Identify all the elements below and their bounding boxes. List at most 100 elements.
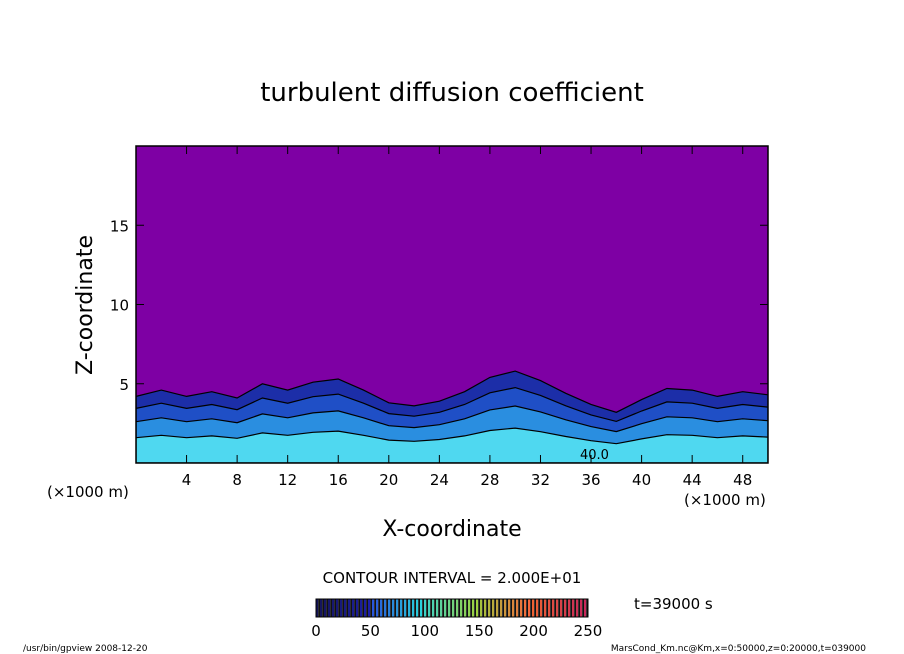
- y-tick-label: 10: [110, 297, 129, 315]
- z-unit-label: (×1000 m): [47, 483, 129, 501]
- colorbar-gap: [482, 599, 484, 617]
- colorbar-stripe: [420, 599, 423, 617]
- colorbar-gap: [426, 599, 428, 617]
- colorbar-stripe: [416, 599, 419, 617]
- colorbar-stripe: [352, 599, 355, 617]
- colorbar-gap: [534, 599, 536, 617]
- colorbar-stripe: [384, 599, 387, 617]
- colorbar-gap: [538, 599, 540, 617]
- colorbar-stripe: [540, 599, 543, 617]
- colorbar-stripe: [340, 599, 343, 617]
- colorbar-tick-label: 0: [311, 622, 321, 640]
- colorbar-gap: [466, 599, 468, 617]
- colorbar-gap: [402, 599, 404, 617]
- colorbar-gap: [546, 599, 548, 617]
- colorbar-gap: [418, 599, 420, 617]
- colorbar-gap: [366, 599, 368, 617]
- x-tick-label: 32: [531, 471, 550, 489]
- colorbar-stripe: [492, 599, 495, 617]
- colorbar: 0 50 100 150 200 250: [311, 598, 603, 640]
- colorbar-stripe: [472, 599, 475, 617]
- turbulence-field: [136, 370, 768, 463]
- colorbar-gap: [458, 599, 460, 617]
- colorbar-stripe: [512, 599, 515, 617]
- colorbar-tick-label: 50: [361, 622, 380, 640]
- colorbar-gap: [430, 599, 432, 617]
- colorbar-gap: [318, 599, 320, 617]
- colorbar-stripe: [332, 599, 335, 617]
- colorbar-gap: [450, 599, 452, 617]
- colorbar-gap: [506, 599, 508, 617]
- colorbar-gap: [554, 599, 556, 617]
- colorbar-gap: [522, 599, 524, 617]
- colorbar-tick-label: 100: [410, 622, 439, 640]
- colorbar-gap: [322, 599, 324, 617]
- colorbar-stripe: [456, 599, 459, 617]
- x-tick-label: 8: [232, 471, 242, 489]
- colorbar-gap: [358, 599, 360, 617]
- colorbar-gap: [410, 599, 412, 617]
- colorbar-stripe: [528, 599, 531, 617]
- colorbar-gradient: [316, 599, 588, 617]
- x-axis: 4 8 12 16 20 24 28 32 36 40 44 48: [182, 146, 752, 489]
- colorbar-gap: [414, 599, 416, 617]
- colorbar-gap: [526, 599, 528, 617]
- colorbar-stripe: [536, 599, 539, 617]
- colorbar-stripe: [408, 599, 411, 617]
- colorbar-gap: [370, 599, 372, 617]
- colorbar-gap: [562, 599, 564, 617]
- colorbar-stripe: [460, 599, 463, 617]
- colorbar-stripe: [544, 599, 547, 617]
- colorbar-gap: [570, 599, 572, 617]
- colorbar-stripe: [336, 599, 339, 617]
- colorbar-gap: [442, 599, 444, 617]
- colorbar-stripe: [400, 599, 403, 617]
- colorbar-stripe: [392, 599, 395, 617]
- colorbar-stripe: [344, 599, 347, 617]
- colorbar-gap: [362, 599, 364, 617]
- colorbar-gap: [514, 599, 516, 617]
- colorbar-gap: [582, 599, 584, 617]
- colorbar-stripe: [548, 599, 551, 617]
- colorbar-stripe: [580, 599, 583, 617]
- colorbar-gap: [374, 599, 376, 617]
- colorbar-stripe: [552, 599, 555, 617]
- colorbar-stripe: [508, 599, 511, 617]
- colorbar-tick-label: 250: [574, 622, 603, 640]
- colorbar-stripe: [324, 599, 327, 617]
- colorbar-stripe: [440, 599, 443, 617]
- colorbar-stripe: [396, 599, 399, 617]
- colorbar-gap: [542, 599, 544, 617]
- colorbar-stripe: [484, 599, 487, 617]
- colorbar-gap: [462, 599, 464, 617]
- colorbar-gap: [406, 599, 408, 617]
- x-tick-label: 20: [379, 471, 398, 489]
- x-unit-label: (×1000 m): [684, 491, 766, 509]
- colorbar-stripe: [448, 599, 451, 617]
- colorbar-stripe: [500, 599, 503, 617]
- colorbar-gap: [390, 599, 392, 617]
- colorbar-stripe: [520, 599, 523, 617]
- colorbar-stripe: [432, 599, 435, 617]
- x-tick-label: 44: [683, 471, 702, 489]
- x-tick-label: 48: [733, 471, 752, 489]
- x-tick-label: 24: [430, 471, 449, 489]
- colorbar-stripe: [572, 599, 575, 617]
- layer-level-3: [136, 427, 768, 463]
- y-tick-label: 5: [119, 376, 129, 394]
- colorbar-stripe: [452, 599, 455, 617]
- colorbar-stripe: [348, 599, 351, 617]
- footer-right: MarsCond_Km.nc@Km,x=0:50000,z=0:20000,t=…: [611, 644, 866, 654]
- colorbar-stripe: [376, 599, 379, 617]
- colorbar-stripe: [516, 599, 519, 617]
- colorbar-stripe: [428, 599, 431, 617]
- colorbar-gap: [510, 599, 512, 617]
- colorbar-stripe: [372, 599, 375, 617]
- colorbar-stripe: [584, 599, 587, 617]
- colorbar-gap: [330, 599, 332, 617]
- colorbar-stripe: [568, 599, 571, 617]
- colorbar-gap: [478, 599, 480, 617]
- colorbar-gap: [398, 599, 400, 617]
- colorbar-stripe: [320, 599, 323, 617]
- colorbar-gap: [574, 599, 576, 617]
